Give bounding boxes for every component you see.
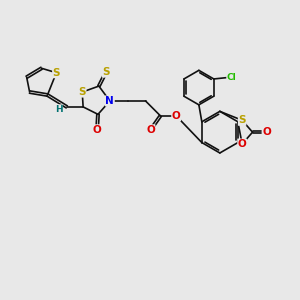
Text: Cl: Cl [227, 73, 236, 82]
Text: N: N [106, 96, 114, 106]
Text: O: O [93, 125, 101, 135]
Text: S: S [79, 87, 86, 97]
Text: O: O [172, 111, 181, 121]
Text: O: O [146, 125, 155, 135]
Text: O: O [262, 127, 271, 137]
Text: H: H [55, 105, 62, 114]
Text: S: S [238, 115, 246, 125]
Text: O: O [238, 139, 247, 149]
Text: S: S [52, 68, 60, 78]
Text: S: S [102, 67, 110, 77]
